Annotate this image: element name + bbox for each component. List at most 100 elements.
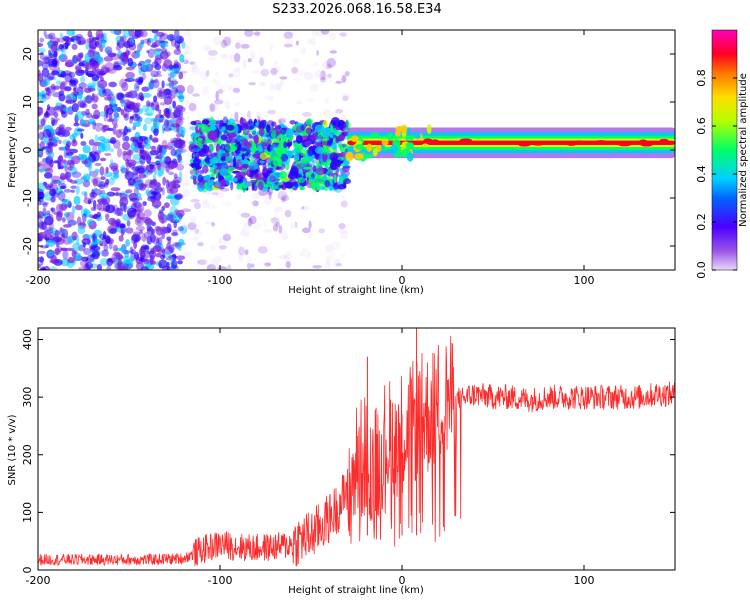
noise-blob bbox=[191, 63, 197, 72]
noise-blob bbox=[136, 192, 142, 199]
noise-blob bbox=[192, 236, 199, 241]
noise-blob bbox=[339, 230, 349, 240]
noise-blob bbox=[235, 66, 241, 73]
noise-blob bbox=[57, 190, 66, 201]
noise-blob bbox=[235, 171, 242, 181]
noise-blob bbox=[153, 48, 163, 52]
noise-blob bbox=[119, 247, 127, 252]
noise-blob bbox=[226, 264, 232, 270]
noise-blob bbox=[303, 71, 314, 81]
noise-blob bbox=[42, 128, 52, 138]
noise-blob bbox=[42, 115, 47, 123]
noise-blob bbox=[97, 79, 108, 89]
noise-blob bbox=[210, 179, 215, 186]
noise-blob bbox=[73, 195, 81, 205]
snr-ytick-label: 300 bbox=[21, 387, 34, 408]
noise-blob bbox=[124, 77, 135, 82]
noise-blob bbox=[174, 107, 181, 115]
noise-blob bbox=[192, 167, 197, 176]
noise-blob bbox=[152, 178, 157, 186]
noise-blob bbox=[70, 189, 75, 193]
noise-blob bbox=[61, 47, 66, 57]
colorbar-tick-label: 0.4 bbox=[695, 165, 708, 183]
noise-blob bbox=[123, 125, 128, 136]
snr-ylabel: SNR (10 * v/v) bbox=[7, 414, 18, 485]
noise-blob bbox=[99, 166, 105, 176]
noise-blob bbox=[175, 84, 186, 94]
noise-blob bbox=[124, 135, 130, 142]
noise-blob bbox=[285, 128, 295, 138]
noise-blob bbox=[48, 213, 54, 223]
noise-blob bbox=[165, 180, 170, 190]
noise-blob bbox=[115, 218, 121, 228]
noise-blob bbox=[138, 173, 147, 179]
noise-blob bbox=[141, 86, 150, 92]
noise-blob bbox=[222, 233, 232, 242]
noise-blob bbox=[335, 80, 342, 84]
noise-blob bbox=[166, 242, 171, 250]
noise-blob bbox=[91, 65, 97, 73]
noise-blob bbox=[198, 148, 207, 158]
noise-blob bbox=[322, 108, 332, 119]
noise-blob bbox=[155, 31, 165, 37]
noise-blob bbox=[102, 230, 107, 240]
noise-blob bbox=[58, 154, 64, 162]
noise-blob bbox=[329, 32, 337, 40]
noise-blob bbox=[253, 31, 261, 36]
noise-blob bbox=[342, 166, 350, 172]
noise-blob bbox=[139, 145, 145, 154]
noise-blob bbox=[199, 70, 207, 81]
noise-blob bbox=[318, 228, 325, 234]
noise-blob bbox=[250, 263, 255, 268]
noise-blob bbox=[136, 213, 140, 217]
noise-blob bbox=[126, 149, 134, 156]
noise-blob bbox=[307, 38, 313, 45]
noise-blob bbox=[279, 170, 288, 180]
noise-blob bbox=[103, 112, 108, 122]
noise-blob bbox=[45, 142, 50, 153]
noise-blob bbox=[228, 145, 238, 152]
noise-blob bbox=[157, 173, 162, 178]
noise-blob bbox=[113, 111, 120, 119]
noise-blob bbox=[197, 242, 204, 247]
noise-blob bbox=[104, 152, 112, 156]
noise-blob bbox=[234, 111, 239, 122]
noise-blob bbox=[145, 106, 154, 117]
noise-blob bbox=[96, 92, 106, 96]
noise-blob bbox=[125, 263, 130, 268]
noise-blob bbox=[67, 151, 74, 156]
noise-blob bbox=[47, 58, 58, 67]
noise-blob bbox=[163, 202, 170, 209]
noise-blob bbox=[121, 55, 129, 63]
noise-blob bbox=[45, 239, 56, 247]
noise-blob bbox=[323, 175, 327, 182]
noise-blob bbox=[215, 90, 219, 101]
noise-blob bbox=[287, 31, 297, 36]
noise-blob bbox=[49, 37, 60, 44]
noise-blob bbox=[205, 69, 210, 77]
noise-blob bbox=[314, 124, 325, 133]
noise-blob bbox=[329, 78, 333, 83]
noise-blob bbox=[168, 181, 177, 191]
noise-blob bbox=[157, 166, 165, 175]
noise-blob bbox=[93, 109, 101, 120]
noise-blob bbox=[238, 253, 244, 263]
noise-blob bbox=[159, 114, 164, 119]
noise-blob bbox=[284, 43, 293, 48]
noise-blob bbox=[183, 30, 192, 38]
noise-blob bbox=[167, 141, 174, 149]
noise-blob bbox=[195, 125, 199, 134]
noise-blob bbox=[211, 192, 219, 196]
noise-blob bbox=[170, 149, 177, 157]
noise-blob bbox=[63, 159, 67, 164]
noise-blob bbox=[172, 64, 180, 69]
noise-blob bbox=[98, 200, 108, 206]
noise-blob bbox=[88, 139, 95, 146]
noise-blob bbox=[120, 228, 125, 237]
noise-blob bbox=[299, 185, 306, 191]
noise-blob bbox=[64, 40, 69, 50]
noise-blob bbox=[53, 111, 59, 118]
noise-blob bbox=[146, 38, 151, 46]
noise-blob bbox=[113, 173, 120, 179]
signal-hotspot bbox=[535, 140, 544, 145]
